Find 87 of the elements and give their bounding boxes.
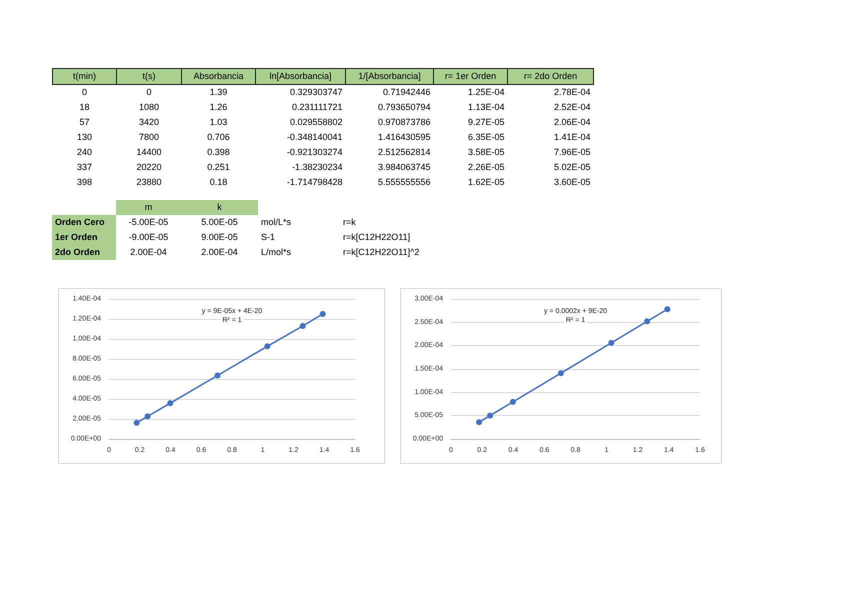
- text: 14400: [135, 146, 163, 159]
- point: [487, 412, 494, 419]
- text: -5.00E-05: [128, 216, 170, 229]
- text: 3420: [138, 116, 160, 129]
- text: 2do Orden: [52, 245, 116, 260]
- text: 0.231111721: [290, 101, 344, 114]
- text: 0.970873786: [376, 116, 432, 129]
- category-label: r= 1er Orden: [434, 68, 508, 84]
- point: [510, 398, 516, 405]
- text: 6.35E-05: [466, 131, 506, 144]
- text: 0.793650794: [376, 101, 432, 114]
- text: 0: [80, 86, 88, 99]
- point: [476, 419, 482, 426]
- text: 3.58E-05: [466, 146, 506, 159]
- text: r=k: [342, 216, 357, 229]
- text: 3.60E-05: [552, 176, 592, 189]
- text: 7800: [138, 131, 160, 144]
- text: 2.78E-04: [552, 86, 592, 99]
- category-label: 1/[Absorbancia]: [346, 68, 434, 84]
- text: -1.714798428: [286, 176, 344, 189]
- point: [644, 318, 650, 324]
- category-label: r= 2do Orden: [508, 68, 594, 84]
- category-label: t(s): [116, 68, 182, 84]
- category-label: ln[Absorbancia]: [256, 68, 346, 84]
- point: [214, 372, 221, 378]
- text: 0.329303747: [288, 86, 344, 99]
- text: 1.39: [208, 86, 228, 99]
- text: 20220: [135, 161, 163, 174]
- text: 9.27E-05: [466, 116, 506, 129]
- point: [664, 306, 670, 312]
- point: [608, 340, 614, 346]
- text: 0: [145, 86, 152, 99]
- text: 0.251: [206, 161, 231, 174]
- text: 18: [78, 101, 90, 114]
- text: 3.984063745: [376, 161, 432, 174]
- text: 1.41E-04: [552, 131, 592, 144]
- text: 2.512562814: [376, 146, 432, 159]
- text: 2.00E-04: [129, 246, 168, 259]
- text: 2.26E-05: [466, 161, 506, 174]
- text: 2.06E-04: [552, 116, 592, 129]
- text: Orden Cero: [52, 215, 116, 230]
- text: 130: [76, 131, 94, 144]
- text: 398: [76, 176, 94, 189]
- text: L/mol*s: [260, 246, 292, 259]
- text: 1080: [138, 101, 160, 114]
- text: -0.921303274: [286, 146, 344, 159]
- text: 9.00E-05: [200, 231, 239, 244]
- text: 2.52E-04: [552, 101, 592, 114]
- text: r=k[C12H22O11]^2: [342, 246, 420, 259]
- text: 7.96E-05: [552, 146, 592, 159]
- text: 240: [76, 146, 94, 159]
- text: r=k[C12H22O11]: [342, 231, 412, 244]
- text: 0.18: [208, 176, 228, 189]
- text: 5.555555556: [376, 176, 432, 189]
- text: -0.348140041: [286, 131, 344, 144]
- text: 0.029558802: [288, 116, 344, 129]
- text: 1.416430595: [376, 131, 432, 144]
- text: 2.00E-04: [200, 246, 239, 259]
- category-label: m: [116, 200, 181, 215]
- text: 0.706: [206, 131, 231, 144]
- text: 5.02E-05: [552, 161, 592, 174]
- category-label: k: [181, 200, 258, 215]
- text: S-1: [260, 231, 276, 244]
- text: 0.71942446: [382, 86, 432, 99]
- text: 0.398: [206, 146, 231, 159]
- text: 1.62E-05: [466, 176, 506, 189]
- text: 337: [76, 161, 94, 174]
- text: -1.38230234: [290, 161, 344, 174]
- point: [167, 400, 174, 406]
- point: [144, 413, 151, 420]
- point: [300, 323, 306, 329]
- point: [264, 343, 270, 350]
- text: 1.03: [208, 116, 228, 129]
- point: [134, 420, 140, 426]
- text: mol/L*s: [260, 216, 292, 229]
- category-label: t(min): [52, 68, 116, 84]
- category-label: Absorbancia: [182, 68, 256, 84]
- text: -9.00E-05: [128, 231, 170, 244]
- point: [320, 311, 326, 317]
- text: 23880: [135, 176, 163, 189]
- text: 5.00E-05: [200, 216, 239, 229]
- text: 1er Orden: [52, 230, 116, 245]
- text: 1.25E-04: [466, 86, 506, 99]
- point: [558, 370, 564, 376]
- text: 1.13E-04: [466, 101, 506, 114]
- text: 57: [78, 116, 90, 129]
- text: 1.26: [208, 101, 228, 114]
